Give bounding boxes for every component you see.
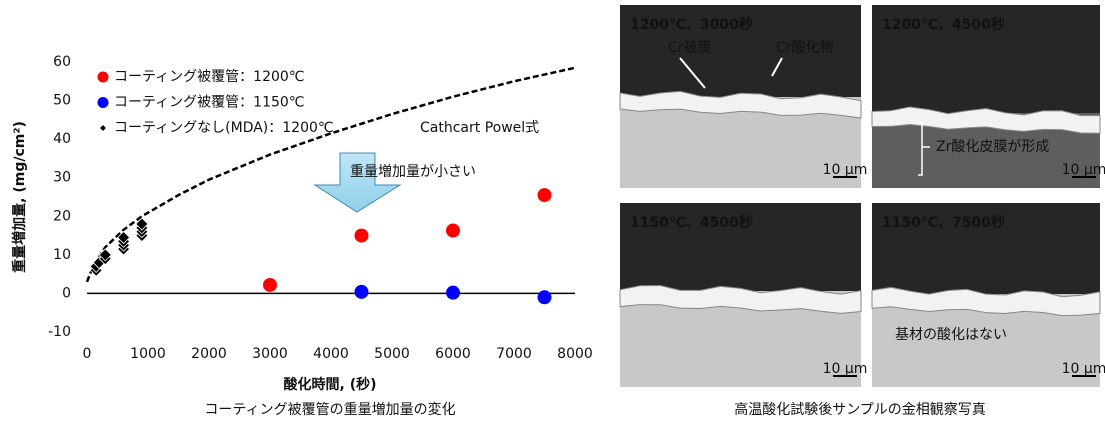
y-tick-label: 10 [53,247,71,263]
x-tick-label: 2000 [191,346,227,362]
micrograph-panel: 1150℃、7500秒 10 μm 基材の酸化はない [872,203,1105,387]
data-point [355,285,369,299]
x-tick-label: 5000 [374,346,410,362]
panel-title: 1150℃、4500秒 [630,214,753,231]
panel-title: 1200℃、4500秒 [882,16,1005,33]
x-tick-label: 3000 [252,346,288,362]
micrograph-panel: 1200℃、3000秒 10 μm Cr被膜 Cr酸化物 [620,5,867,188]
legend-label: コーティング被覆管：1150℃ [114,95,305,111]
x-axis-title: 酸化時間, (秒) [284,376,377,393]
figure: 重量増加量が小さい Cathcart Powel式 酸化時間, (秒) 重量増加… [0,0,1105,421]
x-tick-label: 6000 [435,346,471,362]
x-tick-label: 8000 [557,346,593,362]
x-tick-label: 4000 [313,346,349,362]
legend-marker [98,72,109,83]
micrograph-panel: 1200℃、4500秒 10 μm Zr酸化皮膜が形成 [872,5,1105,188]
data-point [263,278,277,292]
panel-title: 1150℃、7500秒 [882,214,1005,231]
data-point [538,290,552,304]
curve-label: Cathcart Powel式 [420,120,539,136]
x-tick-label: 0 [83,346,92,362]
data-point [446,286,460,300]
panel-label: Cr酸化物 [776,40,834,56]
y-axis-title: 重量増加量, (mg/cm²) [11,121,28,273]
scale-label: 10 μm [1062,361,1105,377]
panel-label: 基材の酸化はない [895,326,1007,343]
scale-label: 10 μm [823,162,868,178]
panel-label: Cr被膜 [668,40,712,56]
y-tick-label: 20 [53,208,71,224]
legend-marker [100,125,107,132]
y-tick-label: 0 [62,285,71,301]
y-tick-label: 30 [53,170,71,186]
y-tick-label: 50 [53,93,71,109]
legend-label: コーティングなし(MDA)：1200℃ [114,120,334,136]
data-point [355,229,369,243]
scale-label: 10 μm [823,361,868,377]
y-tick-label: 60 [53,54,71,70]
y-tick-label: 40 [53,131,71,147]
panel-label: Zr酸化皮膜が形成 [936,139,1049,155]
decrease-arrow [315,153,400,212]
legend-marker [98,97,109,108]
x-tick-label: 7000 [496,346,532,362]
micrograph-panel: 1150℃、4500秒 10 μm [620,203,867,387]
chart-caption: コーティング被覆管の重量増加量の変化 [204,401,455,418]
x-tick-label: 1000 [130,346,166,362]
legend-label: コーティング被覆管：1200℃ [114,69,305,85]
y-tick-label: -10 [48,324,71,340]
annotation: 重量増加量が小さい [350,164,476,180]
scale-label: 10 μm [1062,162,1105,178]
panel-title: 1200℃、3000秒 [630,16,753,33]
photo-caption: 高温酸化試験後サンプルの金相観察写真 [734,401,986,418]
data-point [538,188,552,202]
data-point [446,224,460,238]
